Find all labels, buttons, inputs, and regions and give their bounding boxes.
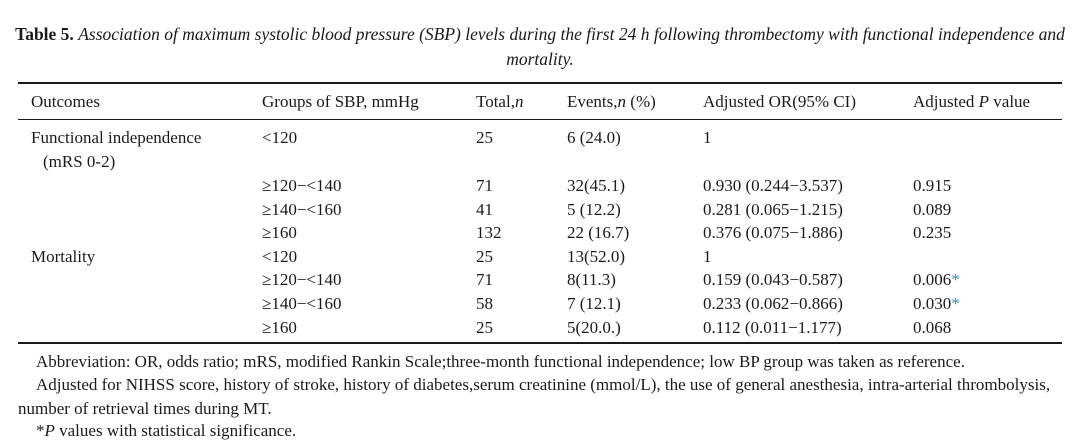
row-group: ≥120−<140: [262, 270, 342, 289]
row-or: 0.159 (0.043−0.587): [703, 270, 843, 289]
row-p-sig: *: [951, 270, 960, 289]
header-p-suffix: value: [989, 92, 1031, 111]
header-p: Adjusted P value: [913, 90, 1030, 114]
outcome-functional-independence-sub: (mRS 0-2): [43, 152, 116, 171]
row-events: 22 (16.7): [567, 223, 630, 242]
row-or: 1: [703, 247, 712, 266]
bottom-rule: [18, 342, 1062, 344]
footnote-adjusted: Adjusted for NIHSS score, history of str…: [18, 375, 1051, 418]
row-p-value: 0.068: [913, 318, 952, 337]
row-total: 41: [476, 200, 493, 219]
header-rule: [18, 119, 1062, 120]
row-or: 0.376 (0.075−1.886): [703, 223, 843, 242]
row-events: 8(11.3): [567, 270, 616, 289]
outcome-functional-independence: Functional independence: [31, 128, 202, 147]
row-or: 0.112 (0.011−1.177): [703, 318, 842, 337]
header-total-n: n: [514, 92, 524, 111]
header-events-pct: (%): [626, 92, 656, 111]
header-p-prefix: Adjusted: [913, 92, 979, 111]
header-events-label: Events,: [567, 92, 618, 111]
row-p-value: 0.235: [913, 223, 952, 242]
table-caption: Table 5. Association of maximum systolic…: [10, 22, 1070, 72]
row-p: 0.915: [913, 174, 951, 198]
row-or: 0.930 (0.244−3.537): [703, 176, 843, 195]
row-p: 0.030*: [913, 292, 960, 316]
row-group: ≥140−<160: [262, 200, 342, 219]
row-events: 6 (24.0): [567, 128, 621, 147]
row-p: 0.006*: [913, 268, 960, 292]
footnote-star: *: [36, 421, 45, 440]
row-total: 25: [476, 318, 493, 337]
header-groups: Groups of SBP, mmHg: [262, 92, 419, 111]
footnote-p: P: [44, 421, 55, 440]
row-or: 1: [703, 128, 712, 147]
row-events: 5(20.0.): [567, 318, 621, 337]
header-events-n: n: [617, 92, 627, 111]
row-events: 32(45.1): [567, 176, 626, 195]
row-or: 0.281 (0.065−1.215): [703, 200, 843, 219]
header-total-label: Total,: [476, 92, 515, 111]
row-total: 71: [476, 270, 493, 289]
row-total: 58: [476, 294, 493, 313]
caption-text: Association of maximum systolic blood pr…: [78, 24, 1065, 69]
row-total: 132: [476, 223, 502, 242]
row-p-value: 0.030: [913, 294, 952, 313]
header-or: Adjusted OR(95% CI): [703, 92, 856, 111]
row-total: 25: [476, 128, 493, 147]
footnote-sig-text: values with statistical significance.: [54, 421, 297, 440]
footnote-significance: *P values with statistical significance.: [18, 419, 1068, 443]
row-p: 0.068: [913, 316, 951, 340]
header-p-italic: P: [978, 92, 990, 111]
row-total: 71: [476, 176, 493, 195]
row-group: ≥140−<160: [262, 294, 342, 313]
row-p-value: 0.089: [913, 200, 952, 219]
row-events: 7 (12.1): [567, 294, 621, 313]
row-p-sig: *: [951, 294, 960, 313]
row-group: <120: [262, 247, 298, 266]
header-total: Total,n: [476, 90, 523, 114]
row-group: <120: [262, 128, 298, 147]
row-p: 0.235: [913, 221, 951, 245]
top-rule: [18, 82, 1062, 84]
caption-label: Table 5.: [15, 24, 74, 44]
row-p-value: 0.915: [913, 176, 952, 195]
footnote-abbreviation: Abbreviation: OR, odds ratio; mRS, modif…: [36, 352, 965, 371]
row-group: ≥120−<140: [262, 176, 342, 195]
row-p: 0.089: [913, 198, 951, 222]
row-group: ≥160: [262, 223, 297, 242]
row-total: 25: [476, 247, 493, 266]
row-group: ≥160: [262, 318, 297, 337]
header-events: Events,n (%): [567, 90, 656, 114]
outcome-mortality: Mortality: [31, 247, 96, 266]
row-p-value: 0.006: [913, 270, 952, 289]
row-events: 13(52.0): [567, 247, 626, 266]
row-events: 5 (12.2): [567, 200, 621, 219]
header-outcomes: Outcomes: [31, 92, 100, 111]
row-or: 0.233 (0.062−0.866): [703, 294, 843, 313]
